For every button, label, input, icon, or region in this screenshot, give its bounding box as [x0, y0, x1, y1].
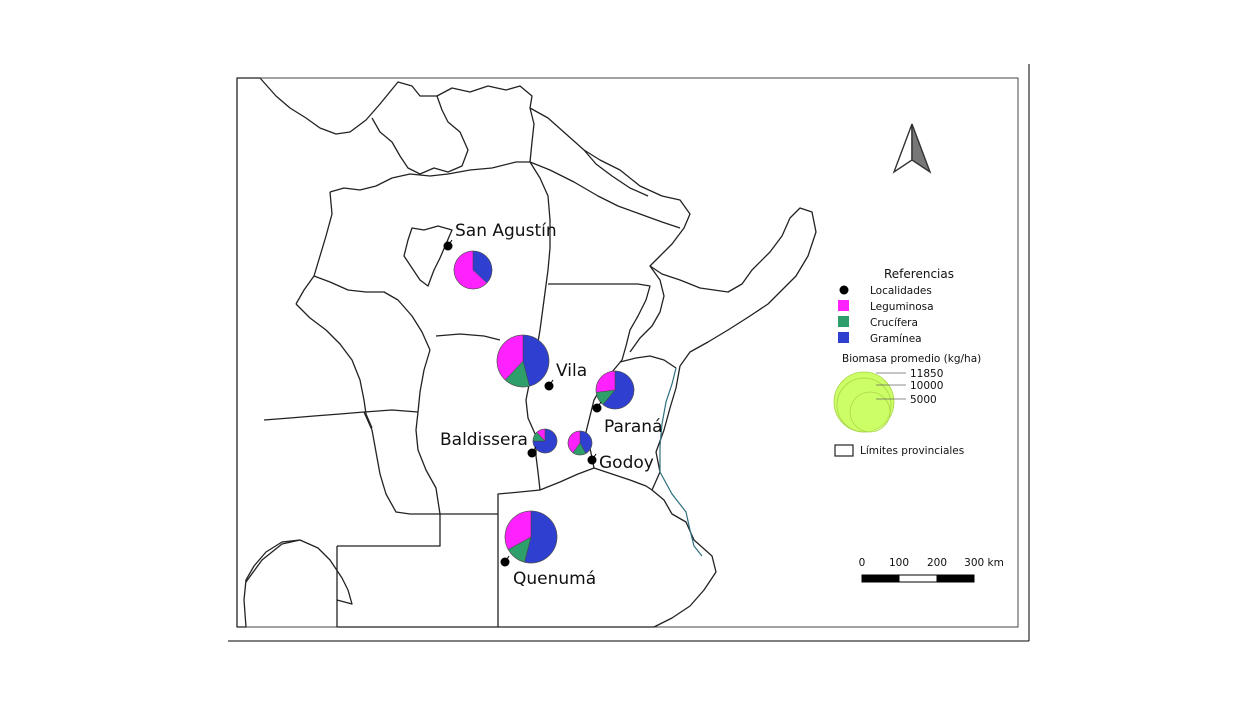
formosa-boundary — [529, 107, 681, 229]
santiago-cordoba-boundary — [435, 333, 501, 341]
scale-tick-200: 200 — [927, 557, 947, 569]
sanluis-boundary — [363, 411, 440, 515]
pie-outline-parana — [595, 370, 635, 410]
boundary-label: Límites provinciales — [860, 445, 964, 457]
legend-swatch-localidades — [839, 285, 849, 295]
locality-leader-godoy — [591, 453, 597, 461]
locality-label-vila: Vila — [556, 361, 587, 381]
tucuman-boundary — [403, 225, 453, 287]
locality-leader-quenuma — [504, 555, 510, 563]
legend-swatch-graminea — [838, 332, 849, 343]
biomass-value-5000: 5000 — [910, 394, 937, 406]
pie-quenuma — [504, 510, 558, 564]
biomass-circle-5000 — [849, 391, 891, 433]
legend-item-localidades: Localidades — [839, 285, 932, 297]
cordoba-west-boundary — [415, 349, 441, 515]
locality-dots — [443, 239, 602, 567]
pie-charts — [453, 250, 635, 564]
pie-vila — [496, 334, 550, 388]
biomass-value-11850: 11850 — [910, 368, 943, 380]
scale-segment-2 — [898, 574, 938, 583]
pie-outline-godoy — [567, 430, 593, 456]
scale-tick-300-km: 300 km — [964, 557, 1004, 569]
mendoza-neuquen-boundary — [245, 539, 301, 583]
legend-label-localidades: Localidades — [870, 285, 932, 297]
pie-outline-vila — [496, 334, 550, 388]
jujuy-salta-boundary — [371, 95, 469, 175]
pie-outline-quenuma — [504, 510, 558, 564]
biomass-value-10000: 10000 — [910, 380, 943, 392]
locality-labels: San Agustín Vila Paraná Baldissera Godoy Quen… — [440, 221, 663, 589]
legend-item-crucifera: Crucífera — [838, 316, 918, 329]
catamarca-boundary — [295, 191, 333, 305]
scale-tick-0: 0 — [859, 557, 866, 569]
locality-leader-san-agustin — [447, 239, 453, 247]
north-arrow-icon — [892, 123, 932, 174]
locality-leader-vila — [548, 379, 554, 387]
paraguay-border — [583, 149, 649, 197]
scale-bar: 0 100 200 300 km — [859, 557, 1004, 583]
legend-item-leguminosa: Leguminosa — [838, 300, 934, 313]
locality-label-parana: Paraná — [604, 417, 663, 437]
biomass-title: Biomasa promedio (kg/ha) — [842, 353, 981, 365]
scale-tick-100: 100 — [889, 557, 909, 569]
legend-swatch-leguminosa — [838, 300, 849, 311]
locality-label-quenuma: Quenumá — [513, 569, 596, 589]
catamarca-south-boundary — [313, 275, 431, 351]
pie-parana — [595, 370, 635, 410]
legend-title: Referencias — [884, 267, 954, 281]
legend: Referencias Localidades Leguminosa Crucífe… — [833, 267, 981, 457]
pie-baldissera — [532, 428, 558, 454]
locality-leader-parana — [596, 401, 602, 409]
sanjuan-mendoza-boundary — [263, 409, 419, 421]
pie-san-agustin — [453, 250, 493, 290]
boundary-swatch — [834, 444, 854, 457]
chaco-santafe-boundary — [548, 283, 651, 361]
locality-label-baldissera: Baldissera — [440, 430, 528, 450]
legend-swatch-crucifera — [838, 316, 849, 327]
pie-godoy — [567, 430, 593, 456]
pie-outline-san-agustin — [453, 250, 493, 290]
locality-label-godoy: Godoy — [599, 453, 654, 473]
scale-segment-1 — [861, 574, 900, 583]
scale-segment-3 — [936, 574, 975, 583]
legend-item-graminea: Gramínea — [838, 332, 922, 345]
legend-label-graminea: Gramínea — [870, 333, 922, 345]
corrientes-entrerios-boundary — [619, 355, 677, 369]
locality-leader-baldissera — [531, 446, 537, 454]
locality-label-san-agustin: San Agustín — [455, 221, 557, 241]
rio-de-la-plata-coast — [659, 471, 703, 557]
salta-south-boundary — [329, 161, 530, 193]
entrerios-buenosaires-boundary — [593, 467, 653, 491]
santafe-buenosaires-boundary — [539, 467, 595, 491]
pie-outline-baldissera — [532, 428, 558, 454]
legend-label-leguminosa: Leguminosa — [870, 301, 934, 313]
misiones-corrientes-boundary — [629, 265, 665, 353]
uruguay-river — [659, 367, 677, 472]
legend-label-crucifera: Crucífera — [870, 317, 918, 329]
larioja-sanjuan-boundary — [295, 303, 373, 429]
lapampa-boundary — [337, 489, 541, 547]
